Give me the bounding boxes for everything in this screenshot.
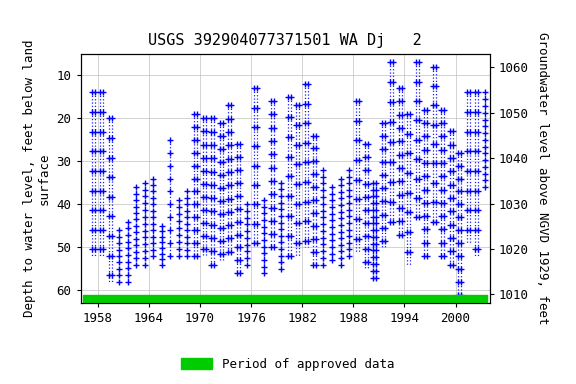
Y-axis label: Depth to water level, feet below land
surface: Depth to water level, feet below land su… xyxy=(23,40,51,317)
Legend: Period of approved data: Period of approved data xyxy=(176,353,400,376)
Y-axis label: Groundwater level above NGVD 1929, feet: Groundwater level above NGVD 1929, feet xyxy=(536,32,548,325)
Title: USGS 392904077371501 WA Dj   2: USGS 392904077371501 WA Dj 2 xyxy=(148,33,422,48)
